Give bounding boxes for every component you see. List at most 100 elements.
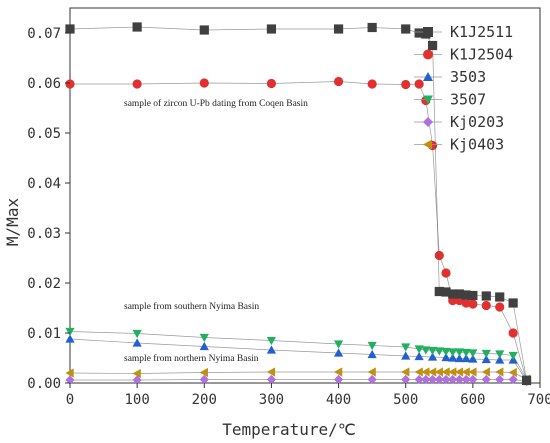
data-point — [461, 348, 471, 358]
data-point — [266, 24, 277, 34]
data-point — [521, 375, 532, 386]
data-point — [401, 79, 411, 90]
data-point — [495, 367, 504, 377]
data-point — [454, 353, 465, 363]
data-point — [333, 367, 343, 377]
data-point — [441, 374, 451, 385]
legend: K1J2511 K1J2504 3503 3507 Kj0203 Kj0403 — [414, 23, 513, 154]
data-point — [132, 368, 141, 379]
y-tick-label: 0.00 — [27, 376, 61, 392]
annotation-coqen: sample of zircon U-Pb dating from Coqen … — [124, 98, 308, 109]
x-tick-label: 200 — [192, 392, 217, 408]
data-point — [333, 348, 344, 357]
x-tick-label: 500 — [393, 392, 418, 408]
y-tick-label: 0.04 — [27, 176, 61, 192]
annotation-southern-nyima: sample from southern Nyima Basin — [124, 301, 259, 312]
series-k1j2511 — [65, 22, 532, 386]
data-point — [448, 348, 458, 357]
legend-marker — [423, 117, 433, 127]
x-tick-label: 300 — [259, 392, 284, 408]
y-tick-label: 0.06 — [27, 76, 61, 92]
data-point — [468, 367, 477, 377]
data-point — [414, 345, 424, 354]
data-point — [508, 328, 518, 338]
data-point — [495, 350, 505, 359]
y-tick-label: 0.02 — [27, 276, 61, 292]
series-kj0403 — [65, 367, 531, 384]
y-tick-label: 0.01 — [27, 326, 61, 342]
data-point — [461, 290, 471, 300]
legend-label: K1J2511 — [450, 23, 513, 41]
data-point — [414, 351, 424, 361]
data-point — [199, 78, 209, 88]
data-point — [468, 354, 478, 363]
legend-label: K1J2504 — [450, 46, 513, 64]
data-point — [448, 353, 458, 362]
data-point — [401, 343, 411, 352]
series-k1j2504 — [65, 76, 532, 386]
data-point — [427, 40, 438, 51]
plot-frame — [69, 7, 541, 384]
data-point — [427, 374, 438, 385]
data-point — [401, 24, 411, 34]
data-point — [427, 352, 438, 361]
data-point — [65, 24, 75, 34]
data-point — [434, 367, 443, 377]
data-point — [199, 341, 209, 351]
axis-layer: 0 100 200 300 400 500 600 700 0.00 0.01 0.02 0.03 0.… — [27, 26, 550, 408]
data-point — [508, 367, 517, 378]
x-tick-label: 0 — [66, 392, 74, 408]
data-point — [481, 349, 491, 359]
data-point — [441, 287, 451, 297]
series-layer — [65, 22, 532, 387]
data-point — [199, 333, 209, 343]
data-point — [461, 367, 470, 377]
data-point — [333, 340, 344, 349]
data-point — [421, 346, 431, 355]
data-point — [454, 348, 465, 357]
data-point — [434, 250, 444, 261]
data-point — [333, 76, 344, 87]
data-point — [421, 367, 430, 377]
data-point — [367, 349, 377, 359]
data-point — [266, 336, 277, 346]
data-point — [508, 298, 518, 308]
data-point — [367, 341, 377, 351]
legend-label: Kj0203 — [450, 113, 504, 131]
legend-marker — [423, 95, 433, 105]
data-point — [508, 351, 518, 361]
data-point — [421, 374, 431, 385]
data-point — [481, 367, 490, 377]
data-point — [495, 374, 505, 385]
legend-label: 3503 — [450, 68, 486, 86]
x-axis-title: Temperature/℃ — [222, 420, 356, 439]
data-point — [65, 375, 75, 385]
data-point — [441, 352, 451, 362]
x-tick-label: 100 — [124, 392, 149, 408]
data-point — [401, 374, 411, 385]
data-point — [495, 355, 505, 364]
data-point — [333, 24, 344, 34]
data-point — [468, 290, 478, 301]
data-point — [266, 374, 277, 385]
data-point — [461, 374, 471, 385]
data-point — [461, 298, 471, 308]
data-point — [199, 25, 209, 35]
data-point — [367, 374, 377, 385]
data-point — [401, 351, 411, 360]
legend-marker — [423, 49, 433, 60]
data-point — [454, 289, 465, 299]
data-point — [414, 28, 424, 38]
data-point — [132, 329, 142, 339]
data-point — [367, 367, 376, 377]
data-point — [434, 374, 444, 385]
plot-border — [69, 7, 541, 384]
data-point — [65, 368, 74, 378]
data-point — [448, 289, 458, 299]
data-point — [468, 299, 478, 309]
data-point — [481, 300, 491, 311]
data-point — [65, 334, 75, 343]
data-point — [441, 347, 451, 357]
data-point — [132, 79, 142, 89]
